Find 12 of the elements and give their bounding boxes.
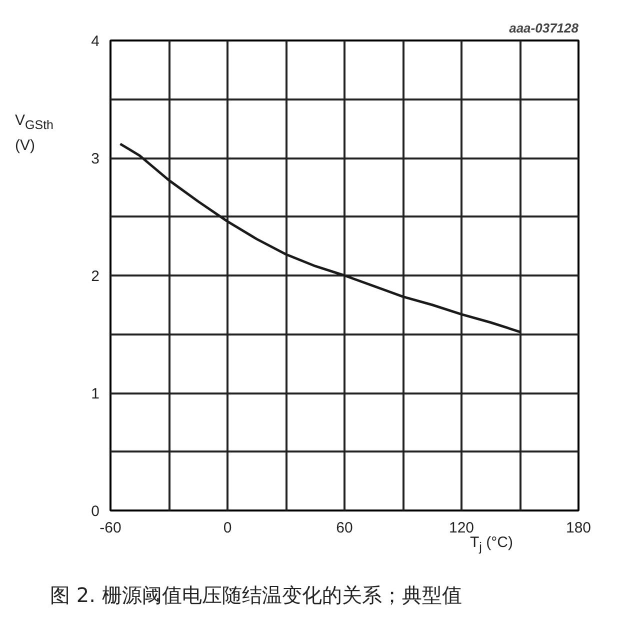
x-tick-label: 0 <box>223 520 232 536</box>
caption: 图 2. 栅源阈值电压随结温变化的关系；典型值 <box>50 582 462 609</box>
y-tick-label: 0 <box>91 503 100 520</box>
x-tick-label: 60 <box>336 520 353 536</box>
y-tick-label: 1 <box>91 386 100 402</box>
x-tick-label: 180 <box>566 520 592 536</box>
text: aaa-037128 <box>509 20 580 36</box>
y-tick-label: 4 <box>91 33 100 50</box>
y-tick-label: 3 <box>91 150 100 168</box>
x-tick-label: -60 <box>100 520 122 536</box>
y-tick-label: 2 <box>91 268 100 285</box>
y-axis-title: V$_{GSth}$ (V) <box>15 111 55 156</box>
